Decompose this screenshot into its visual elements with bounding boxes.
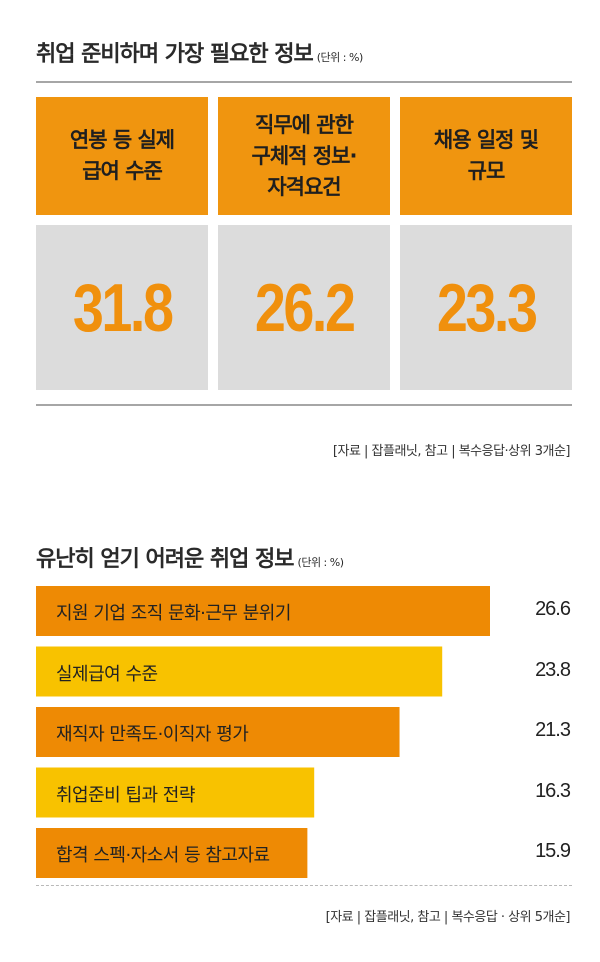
bar-label-3: 재직자 만족도·이직자 평가: [56, 724, 249, 745]
bar-label-5: 합격 스펙·자소서 등 참고자료: [56, 845, 270, 866]
bar-5: [36, 828, 308, 878]
card-value-salary: 31.8: [36, 225, 208, 390]
bar-value-1: 26.6: [535, 598, 571, 620]
bar-value-3: 21.3: [535, 719, 571, 741]
card-label-line: 급여 수준: [82, 159, 163, 183]
card-value-job-info: 26.2: [218, 225, 390, 390]
section2-title-text: 유난히 얻기 어려운 취업 정보: [36, 547, 295, 572]
bar-4: [36, 767, 315, 818]
section1-title: 취업 준비하며 가장 필요한 정보 (단위 : %): [36, 36, 363, 68]
bar-label-2: 실제급여 수준: [56, 663, 158, 685]
section2-title: 유난히 얻기 어려운 취업 정보 (단위 : %): [36, 541, 344, 573]
bar-1: [36, 586, 490, 636]
bar-value-2: 23.8: [535, 658, 571, 681]
card-label-job-info: 직무에 관한 구체적 정보· 자격요건: [218, 97, 390, 215]
bar-value-4: 16.3: [535, 779, 571, 802]
card-label-line: 채용 일정 및: [433, 128, 539, 152]
section1-title-text: 취업 준비하며 가장 필요한 정보: [36, 42, 314, 67]
card-label-line: 규모: [467, 159, 506, 183]
section1-unit: (단위 : %): [316, 51, 363, 64]
bar-3: [36, 707, 400, 757]
card-label-text: 채용 일정 및 규모: [433, 125, 539, 187]
bar-label-1: 지원 기업 조직 문화·근무 분위기: [56, 603, 291, 624]
card-value-text: 31.8: [72, 269, 174, 346]
bar-2: [36, 646, 443, 697]
bar-label-4: 취업준비 팁과 전략: [56, 784, 195, 806]
section1-top-rule: [36, 81, 572, 83]
section2-source: [자료 | 잡플래닛, 참고 | 복수응답 · 상위 5개순]: [325, 910, 571, 925]
card-label-text: 연봉 등 실제 급여 수준: [69, 125, 175, 187]
bar-value-5: 15.9: [535, 840, 571, 862]
card-label-schedule: 채용 일정 및 규모: [400, 97, 572, 215]
card-label-line: 구체적 정보·: [251, 143, 358, 168]
card-value-text: 23.3: [436, 269, 538, 346]
card-value-schedule: 23.3: [400, 225, 572, 390]
card-value-text: 26.2: [254, 269, 356, 346]
section2-unit: (단위 : %): [297, 556, 344, 569]
card-label-line: 자격요건: [267, 174, 341, 199]
card-label-line: 직무에 관한: [255, 112, 354, 137]
section1-bottom-rule: [36, 404, 572, 406]
card-label-salary: 연봉 등 실제 급여 수준: [36, 97, 208, 215]
card-label-text: 직무에 관한 구체적 정보· 자격요건: [251, 110, 358, 203]
card-label-line: 연봉 등 실제: [69, 128, 175, 152]
section2-bottom-rule: [36, 885, 572, 886]
section1-source: [자료 | 잡플래닛, 참고 | 복수응답·상위 3개순]: [332, 444, 571, 459]
